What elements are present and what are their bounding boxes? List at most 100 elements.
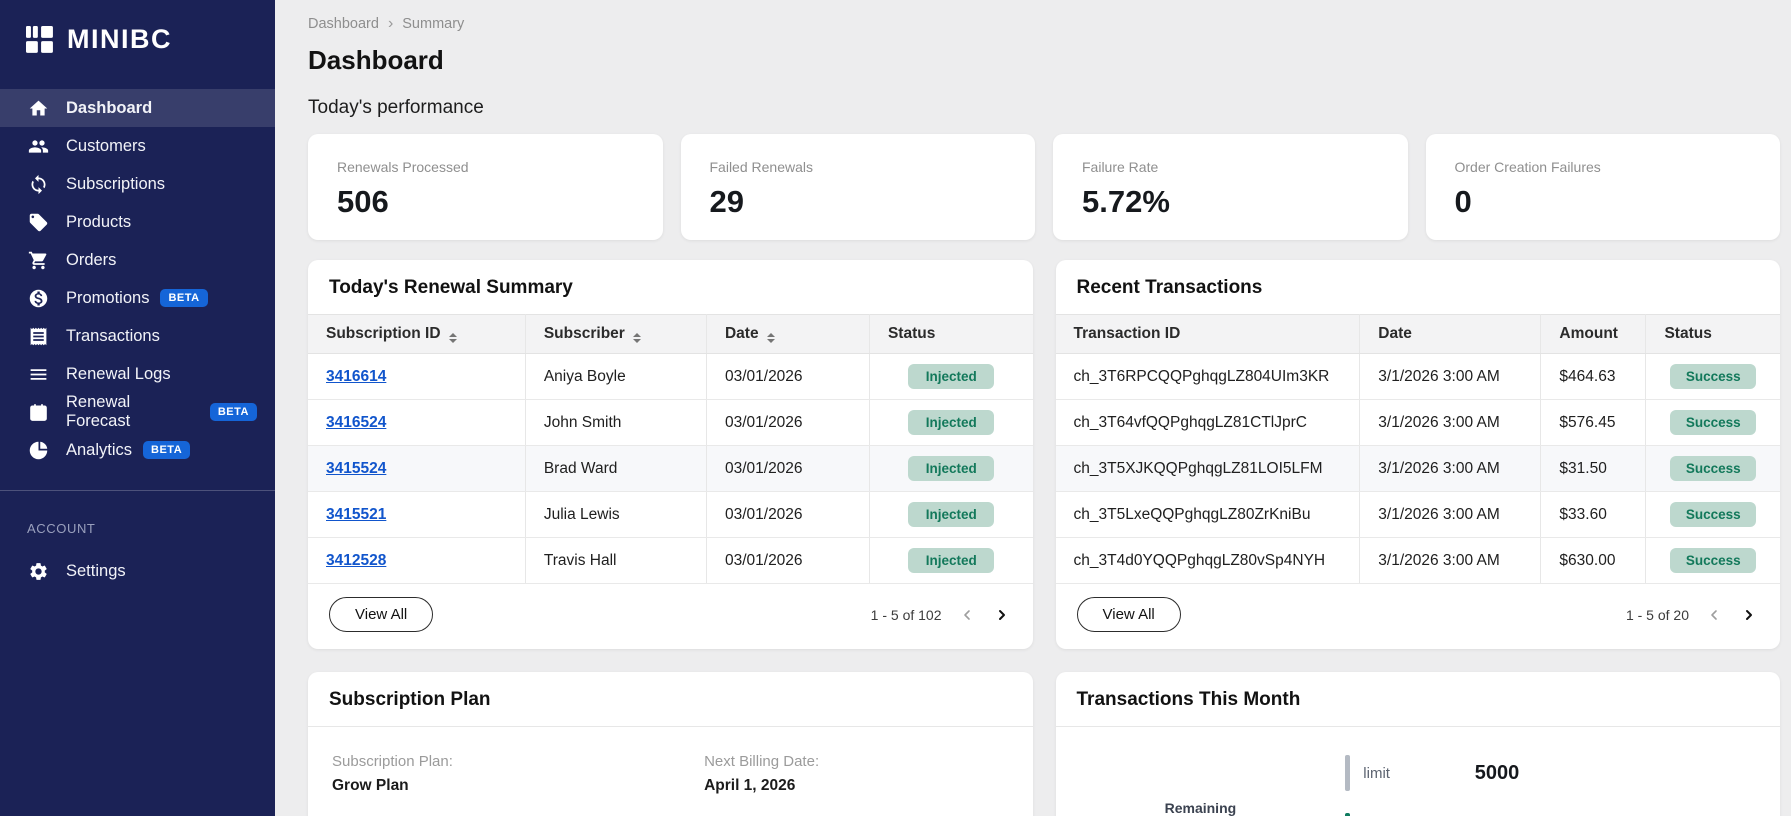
- subscription-plan-body: Subscription Plan: Grow Plan Next Billin…: [308, 727, 1033, 816]
- breadcrumb-dashboard[interactable]: Dashboard: [308, 16, 379, 32]
- subscriber-cell: Aniya Boyle: [525, 353, 707, 400]
- col-header-subscriber[interactable]: Subscriber: [525, 314, 707, 354]
- subscriber-cell: Julia Lewis: [525, 491, 707, 538]
- minibc-grid-logo-icon: [26, 25, 54, 54]
- view-all-button[interactable]: View All: [1076, 597, 1181, 632]
- amount-cell: $31.50: [1540, 445, 1647, 492]
- chevron-left-icon[interactable]: [957, 605, 977, 625]
- sidebar-item-renewal-logs[interactable]: Renewal Logs: [0, 355, 275, 393]
- pie-chart-icon: [27, 439, 49, 461]
- brand-name: MINIBC: [67, 24, 172, 54]
- amount-cell: $33.60: [1540, 491, 1647, 538]
- legend-value: 5000: [1474, 761, 1520, 784]
- date-cell: 3/1/2026 3:00 AM: [1359, 537, 1542, 584]
- sidebar-item-transactions[interactable]: Transactions: [0, 317, 275, 355]
- stat-value: 5.72%: [1082, 184, 1170, 219]
- sidebar-item-analytics[interactable]: Analytics BETA: [0, 431, 275, 469]
- performance-section-title: Today's performance: [308, 97, 484, 118]
- sidebar-item-orders[interactable]: Orders: [0, 241, 275, 279]
- sidebar-item-label: Transactions: [66, 326, 160, 345]
- sidebar-divider: [0, 490, 275, 491]
- legend-label: limit: [1363, 764, 1390, 782]
- sidebar-item-label: Analytics: [66, 440, 133, 459]
- field-value: Grow Plan: [332, 777, 409, 794]
- usage-bar-icon: [1345, 813, 1351, 816]
- status-badge: Injected: [908, 364, 995, 389]
- chevron-left-icon[interactable]: [1704, 605, 1724, 625]
- receipt-icon: [27, 325, 49, 347]
- status-badge: Injected: [908, 456, 995, 481]
- stat-card-renewals-processed: Renewals Processed 506: [308, 134, 663, 240]
- sidebar-item-label: Settings: [66, 561, 126, 580]
- subscription-id-link[interactable]: 3412528: [326, 551, 387, 569]
- field-value: April 1, 2026: [704, 777, 796, 794]
- stat-label: Failed Renewals: [709, 159, 814, 175]
- cart-icon: [27, 249, 49, 271]
- subscription-id-link[interactable]: 3415521: [326, 505, 387, 523]
- subscription-id-link[interactable]: 3416524: [326, 413, 387, 431]
- sidebar-item-settings[interactable]: Settings: [0, 552, 275, 590]
- home-icon: [27, 97, 49, 119]
- sidebar-item-label: Products: [66, 212, 132, 231]
- sort-icon: [632, 333, 641, 343]
- sidebar-item-label: Promotions: [66, 288, 150, 307]
- chevron-right-icon[interactable]: [1739, 605, 1759, 625]
- people-icon: [27, 135, 49, 157]
- table-row: 3416524 John Smith 03/01/2026 Injected: [308, 399, 1033, 446]
- table-row: ch_3T64vfQQPghqgLZ81CTlJprC 3/1/2026 3:0…: [1055, 399, 1780, 446]
- limit-bar-icon: [1345, 755, 1351, 791]
- view-all-button[interactable]: View All: [329, 597, 434, 632]
- brand-logo[interactable]: MINIBC: [0, 0, 275, 77]
- subscription-plan-title: Subscription Plan: [308, 672, 1033, 727]
- table-row: 3412528 Travis Hall 03/01/2026 Injected: [308, 537, 1033, 584]
- sidebar-item-renewal-forecast[interactable]: Renewal Forecast BETA: [0, 393, 275, 431]
- beta-badge: BETA: [143, 441, 191, 459]
- col-header-transaction-id: Transaction ID: [1055, 314, 1361, 354]
- sidebar-item-promotions[interactable]: Promotions BETA: [0, 279, 275, 317]
- col-header-status: Status: [1645, 314, 1780, 354]
- table-row: ch_3T6RPCQQPghqgLZ804UIm3KR 3/1/2026 3:0…: [1055, 353, 1780, 400]
- col-header-date[interactable]: Date: [706, 314, 870, 354]
- main-content: Dashboard › Summary Dashboard Today's pe…: [275, 0, 1791, 816]
- col-header-status: Status: [869, 314, 1033, 354]
- stat-value: 506: [337, 184, 389, 219]
- amount-cell: $576.45: [1540, 399, 1647, 446]
- recent-transactions-table: Transaction ID Date Amount Status ch_3T6…: [1055, 314, 1780, 584]
- tag-icon: [27, 211, 49, 233]
- sidebar-item-dashboard[interactable]: Dashboard: [0, 89, 275, 127]
- pagination: 1 - 5 of 20: [1626, 605, 1759, 625]
- legend-item-limit: limit 5000: [1345, 755, 1519, 791]
- renewal-summary-card: Today's Renewal Summary Subscription ID …: [308, 260, 1033, 649]
- date-cell: 03/01/2026: [706, 491, 870, 538]
- table-row: ch_3T5LxeQQPghqgLZ80ZrKniBu 3/1/2026 3:0…: [1055, 491, 1780, 538]
- renewal-summary-title: Today's Renewal Summary: [329, 277, 573, 298]
- transactions-month-body: Remaining 4380 limit 5000 usage 620: [1056, 727, 1781, 816]
- beta-badge: BETA: [160, 289, 208, 307]
- sidebar-item-products[interactable]: Products: [0, 203, 275, 241]
- stat-value: 29: [709, 184, 744, 219]
- usage-legend: limit 5000 usage 620 overage 0: [1345, 755, 1519, 816]
- subscription-plan-card: Subscription Plan Subscription Plan: Gro…: [308, 672, 1033, 816]
- sync-icon: [27, 173, 49, 195]
- status-badge: Success: [1670, 548, 1757, 573]
- subscription-id-link[interactable]: 3416614: [326, 367, 387, 385]
- legend-item-usage: usage 620: [1345, 813, 1519, 816]
- col-header-date: Date: [1359, 314, 1542, 354]
- amount-cell: $630.00: [1540, 537, 1647, 584]
- pagination-range: 1 - 5 of 102: [870, 606, 942, 623]
- subscription-id-link[interactable]: 3415524: [326, 459, 387, 477]
- col-header-subscription-id[interactable]: Subscription ID: [308, 314, 526, 354]
- table-row: 3415521 Julia Lewis 03/01/2026 Injected: [308, 491, 1033, 538]
- stat-label: Failure Rate: [1082, 159, 1159, 175]
- breadcrumb: Dashboard › Summary: [308, 16, 1780, 33]
- date-cell: 03/01/2026: [706, 537, 870, 584]
- sidebar-item-customers[interactable]: Customers: [0, 127, 275, 165]
- remaining-block: Remaining 4380: [1056, 800, 1346, 816]
- gear-icon: [27, 560, 49, 582]
- chevron-right-icon[interactable]: [992, 605, 1012, 625]
- date-cell: 3/1/2026 3:00 AM: [1359, 445, 1542, 492]
- sidebar-item-subscriptions[interactable]: Subscriptions: [0, 165, 275, 203]
- sidebar-item-label: Renewal Logs: [66, 364, 171, 383]
- transaction-id-cell: ch_3T64vfQQPghqgLZ81CTlJprC: [1055, 399, 1361, 446]
- field-label: Subscription Plan:: [332, 753, 453, 770]
